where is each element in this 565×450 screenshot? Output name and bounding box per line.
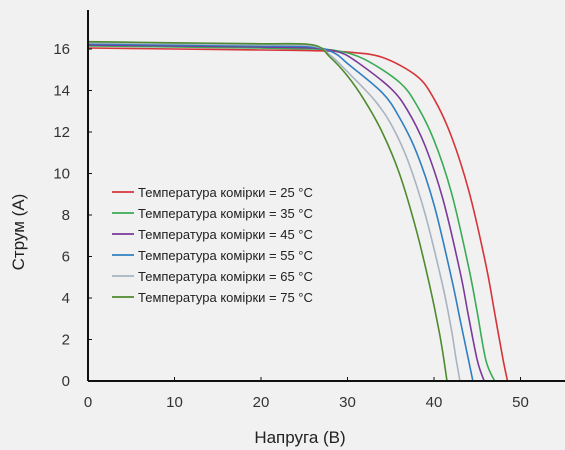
- axes-layer: [87, 10, 565, 382]
- y-tick-label: 4: [62, 290, 70, 307]
- y-tick-label: 2: [62, 332, 70, 349]
- series-line-1: [87, 47, 509, 382]
- x-tick-label: 30: [339, 394, 356, 411]
- x-tick-label: 50: [512, 394, 529, 411]
- series-line-2: [87, 45, 496, 382]
- legend-item: Температура комірки = 55 °C: [112, 248, 313, 263]
- legend-item: Температура комірки = 75 °C: [112, 290, 313, 305]
- x-axis-title: Напруга (В): [254, 428, 345, 447]
- series-line-5: [87, 42, 461, 382]
- legend-label: Температура комірки = 25 °C: [138, 185, 313, 200]
- y-tick-label: 8: [62, 207, 70, 224]
- legend-label: Температура комірки = 45 °C: [138, 227, 313, 242]
- legend-label: Температура комірки = 35 °C: [138, 206, 313, 221]
- x-tick-label: 20: [253, 394, 270, 411]
- y-tick-label: 14: [53, 83, 70, 100]
- series-line-6: [87, 40, 448, 382]
- legend-item: Температура комірки = 25 °C: [112, 185, 313, 200]
- y-tick-label: 12: [53, 124, 70, 141]
- x-tick-label: 0: [84, 394, 92, 411]
- legend-item: Температура комірки = 65 °C: [112, 269, 313, 284]
- legend-label: Температура комірки = 65 °C: [138, 269, 313, 284]
- curves-layer: [87, 40, 509, 382]
- series-line-3: [87, 44, 485, 382]
- y-tick-label: 6: [62, 249, 70, 266]
- y-tick-label: 0: [62, 373, 70, 390]
- legend-item: Температура комірки = 45 °C: [112, 227, 313, 242]
- legend-label: Температура комірки = 55 °C: [138, 248, 313, 263]
- y-tick-label: 16: [53, 41, 70, 58]
- y-tick-label: 10: [53, 166, 70, 183]
- x-tick-label: 10: [166, 394, 183, 411]
- y-axis-title: Струм (А): [9, 194, 28, 271]
- legend-item: Температура комірки = 35 °C: [112, 206, 313, 221]
- legend-label: Температура комірки = 75 °C: [138, 290, 313, 305]
- series-line-4: [87, 43, 474, 382]
- legend: Температура комірки = 25 °C Температура к…: [112, 185, 313, 305]
- x-tick-label: 40: [426, 394, 443, 411]
- ticks-layer: 0 10 20 30 40 50 0 2 4 6 8 10 12 14 16: [53, 41, 529, 411]
